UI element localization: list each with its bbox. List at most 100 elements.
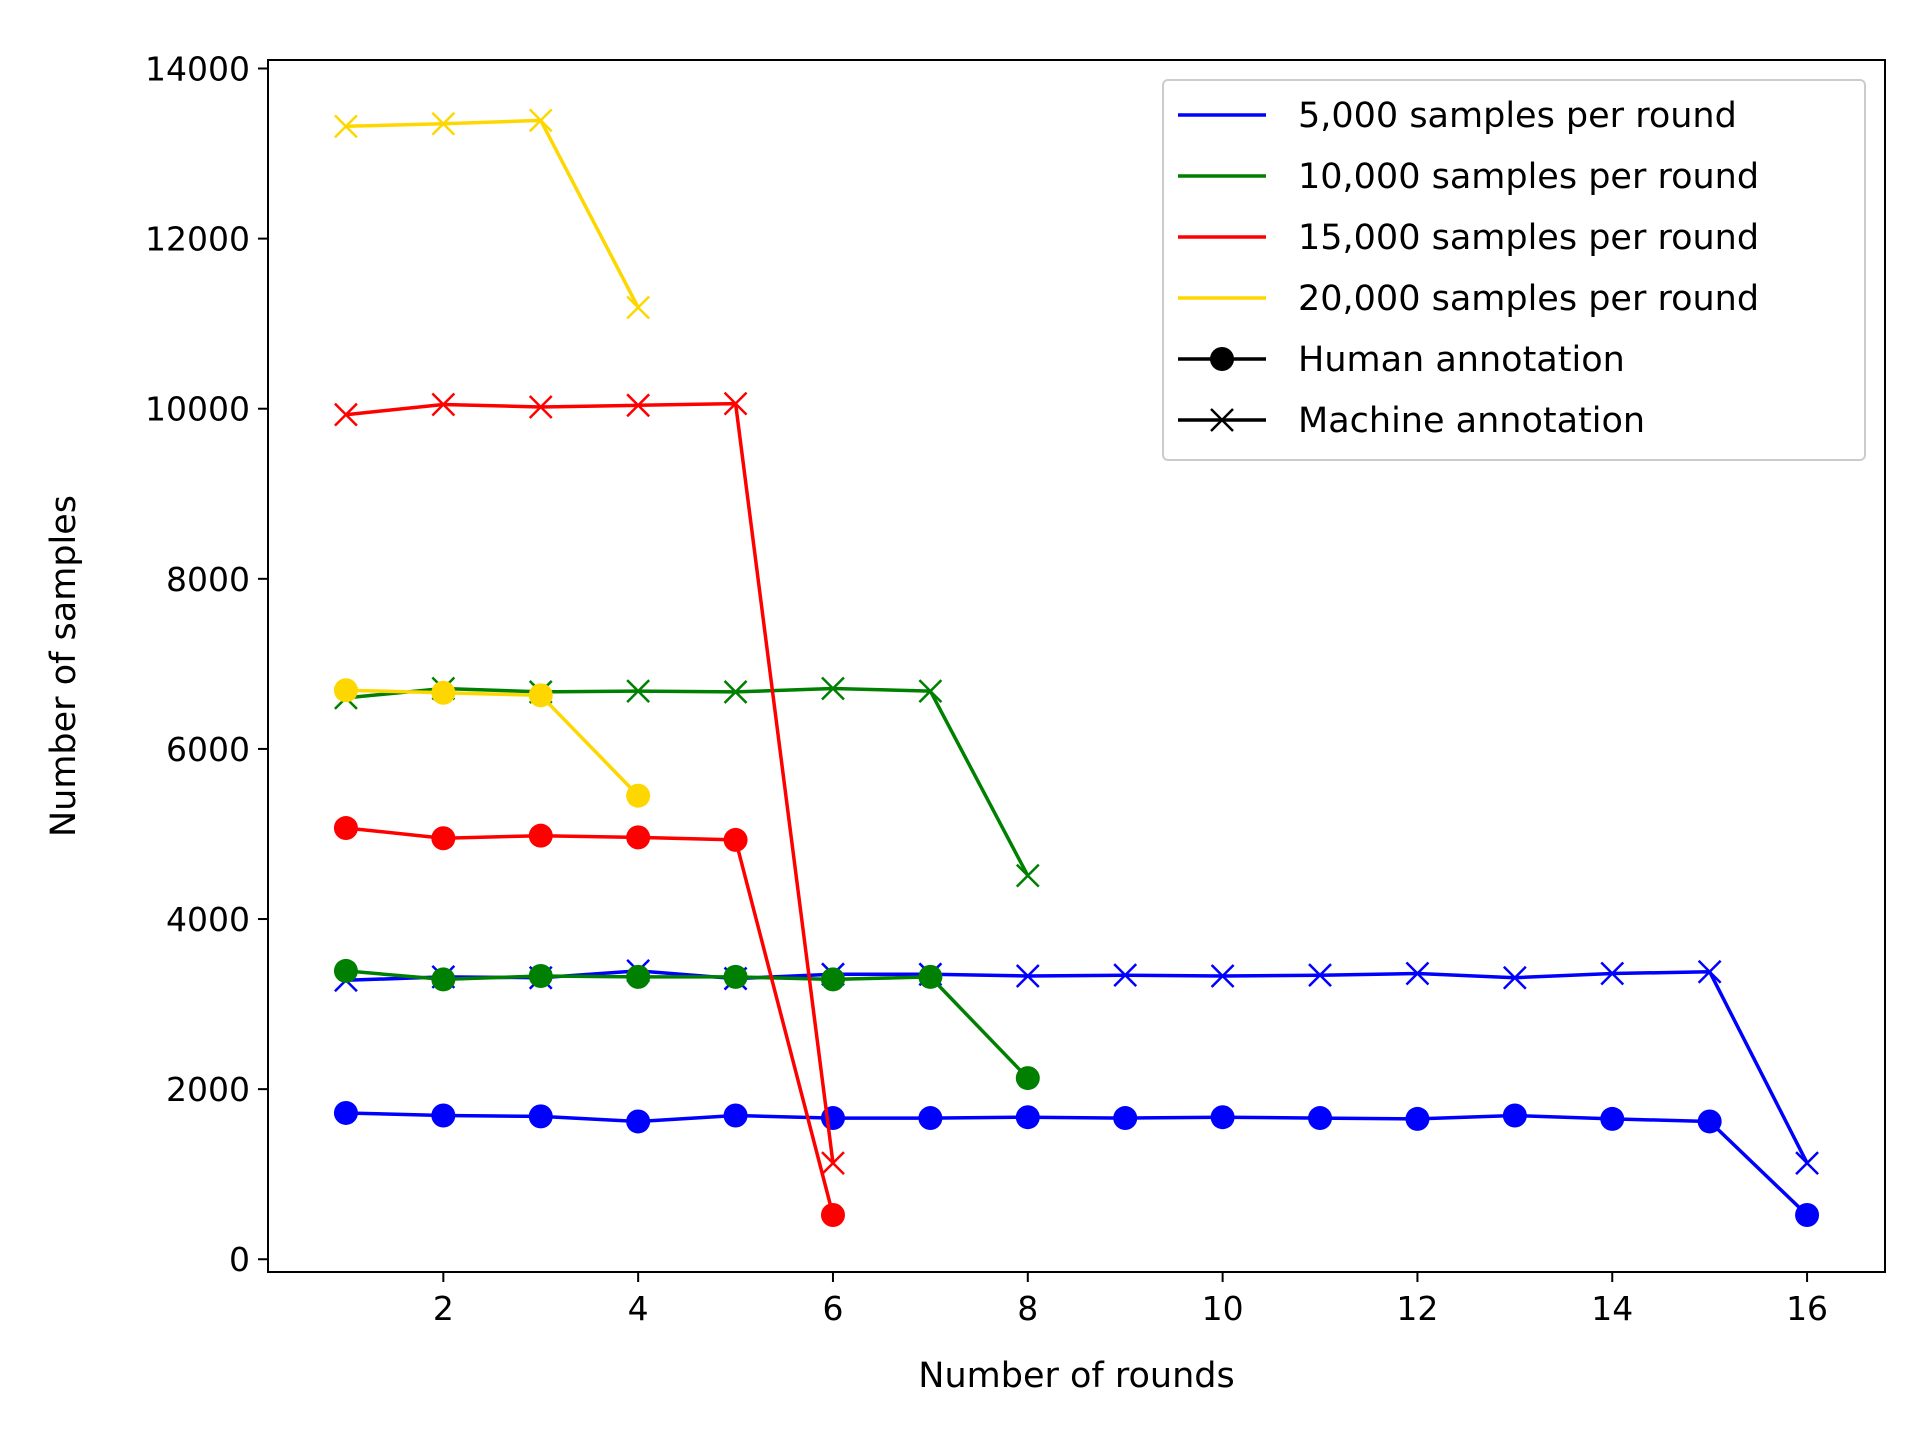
series-15000-human [333,816,845,1228]
series-line-15000-machine [345,401,835,1164]
series-20000-machine [334,108,651,320]
x-tick-label: 14 [1591,1289,1633,1328]
data-point-circle [626,1109,651,1134]
data-point-circle [528,823,553,848]
x-tick-label: 8 [1017,1289,1038,1328]
data-point-circle [1600,1106,1625,1131]
data-point-circle [820,1203,845,1228]
y-tick-label: 14000 [145,50,250,89]
y-tick-label: 12000 [145,220,250,259]
data-point-circle [723,827,748,852]
y-tick-label: 2000 [166,1070,250,1109]
y-tick-label: 0 [229,1240,250,1279]
data-point-circle [431,826,456,851]
legend-item: 15,000 samples per round [1178,218,1759,258]
data-point-cross [1308,963,1332,988]
legend-label: Machine annotation [1298,401,1645,441]
series-5000-machine [334,959,1819,1176]
data-point-circle [333,1100,358,1125]
y-tick-label: 4000 [166,900,250,939]
data-point-circle [723,964,748,989]
legend-item: 5,000 samples per round [1178,96,1737,136]
data-point-circle [333,816,358,841]
data-point-circle [1015,1066,1040,1091]
y-axis-label: Number of samples [44,495,84,837]
series-10000-human [333,958,1040,1091]
data-point-circle [431,1103,456,1128]
series-line-5000-machine [345,969,1809,1164]
legend-circle-marker [1210,347,1234,371]
data-point-circle [1308,1106,1333,1131]
data-point-circle [333,958,358,983]
data-point-cross [1210,964,1235,988]
data-point-circle [431,967,456,992]
data-point-cross [334,114,358,139]
y-tick-label: 8000 [166,560,250,599]
x-tick-label: 6 [822,1289,843,1328]
legend: 5,000 samples per round 10,000 samples pe… [1162,79,1866,461]
data-point-circle [626,783,651,808]
data-point-circle [528,683,553,708]
data-point-cross [626,393,651,418]
data-point-cross [1697,959,1722,984]
y-tick-label: 10000 [145,390,250,429]
legend-label: 5,000 samples per round [1298,96,1737,136]
x-tick-label: 4 [628,1289,649,1328]
x-tick-label: 16 [1786,1289,1828,1328]
legend-item: 20,000 samples per round [1178,279,1759,319]
data-point-circle [918,964,943,989]
series-5000-human [333,1100,1820,1228]
legend-box [1162,79,1866,461]
data-point-cross [1502,965,1527,990]
data-point-circle [1113,1106,1138,1131]
legend-label: Human annotation [1298,340,1625,380]
legend-label: 20,000 samples per round [1298,279,1759,319]
data-point-cross [1405,961,1430,986]
data-point-circle [1502,1103,1527,1128]
legend-label: 10,000 samples per round [1298,157,1759,197]
series-line-20000-human [345,688,640,797]
data-point-circle [1795,1203,1820,1228]
series-line-20000-machine [345,118,640,309]
data-point-circle [528,964,553,989]
data-point-cross [723,680,748,704]
y-axis-ticks: 0 2000 4000 6000 8000 10000 12000 14000 [145,50,268,1279]
data-point-circle [333,678,358,703]
x-tick-label: 2 [433,1289,454,1328]
series-line-10000-human [345,969,1030,1080]
x-tick-label: 10 [1202,1289,1244,1328]
legend-label: 15,000 samples per round [1298,218,1759,258]
series-20000-human [333,678,651,808]
data-point-cross [821,1151,845,1176]
legend-item: Machine annotation [1178,401,1645,441]
data-point-cross [1113,963,1138,988]
data-point-circle [1697,1109,1722,1134]
data-point-circle [528,1104,553,1129]
data-point-cross [528,395,553,419]
data-point-cross [431,111,456,136]
data-point-circle [1405,1106,1430,1131]
data-point-cross [1600,961,1625,986]
data-point-cross [626,295,651,320]
series-line-5000-human [345,1111,1809,1217]
plot-area-frame [267,59,1886,1273]
x-axis-ticks: 2 4 6 8 10 12 14 16 [433,1272,1828,1328]
data-point-cross [821,676,845,701]
data-point-cross [1015,863,1040,888]
data-point-cross [723,391,748,416]
legend-item: Human annotation [1178,340,1625,380]
series-layer [333,108,1820,1228]
data-point-cross [1795,1151,1819,1176]
x-tick-label: 12 [1396,1289,1438,1328]
data-point-circle [918,1106,943,1131]
data-point-cross [918,679,943,703]
legend-cross-marker [1210,408,1234,432]
series-15000-machine [334,391,845,1176]
series-10000-machine [334,676,1040,888]
data-point-cross [528,108,553,133]
data-point-circle [1210,1105,1235,1130]
data-point-circle [626,825,651,850]
data-point-cross [431,392,456,417]
x-axis-label: Number of rounds [918,1356,1234,1396]
